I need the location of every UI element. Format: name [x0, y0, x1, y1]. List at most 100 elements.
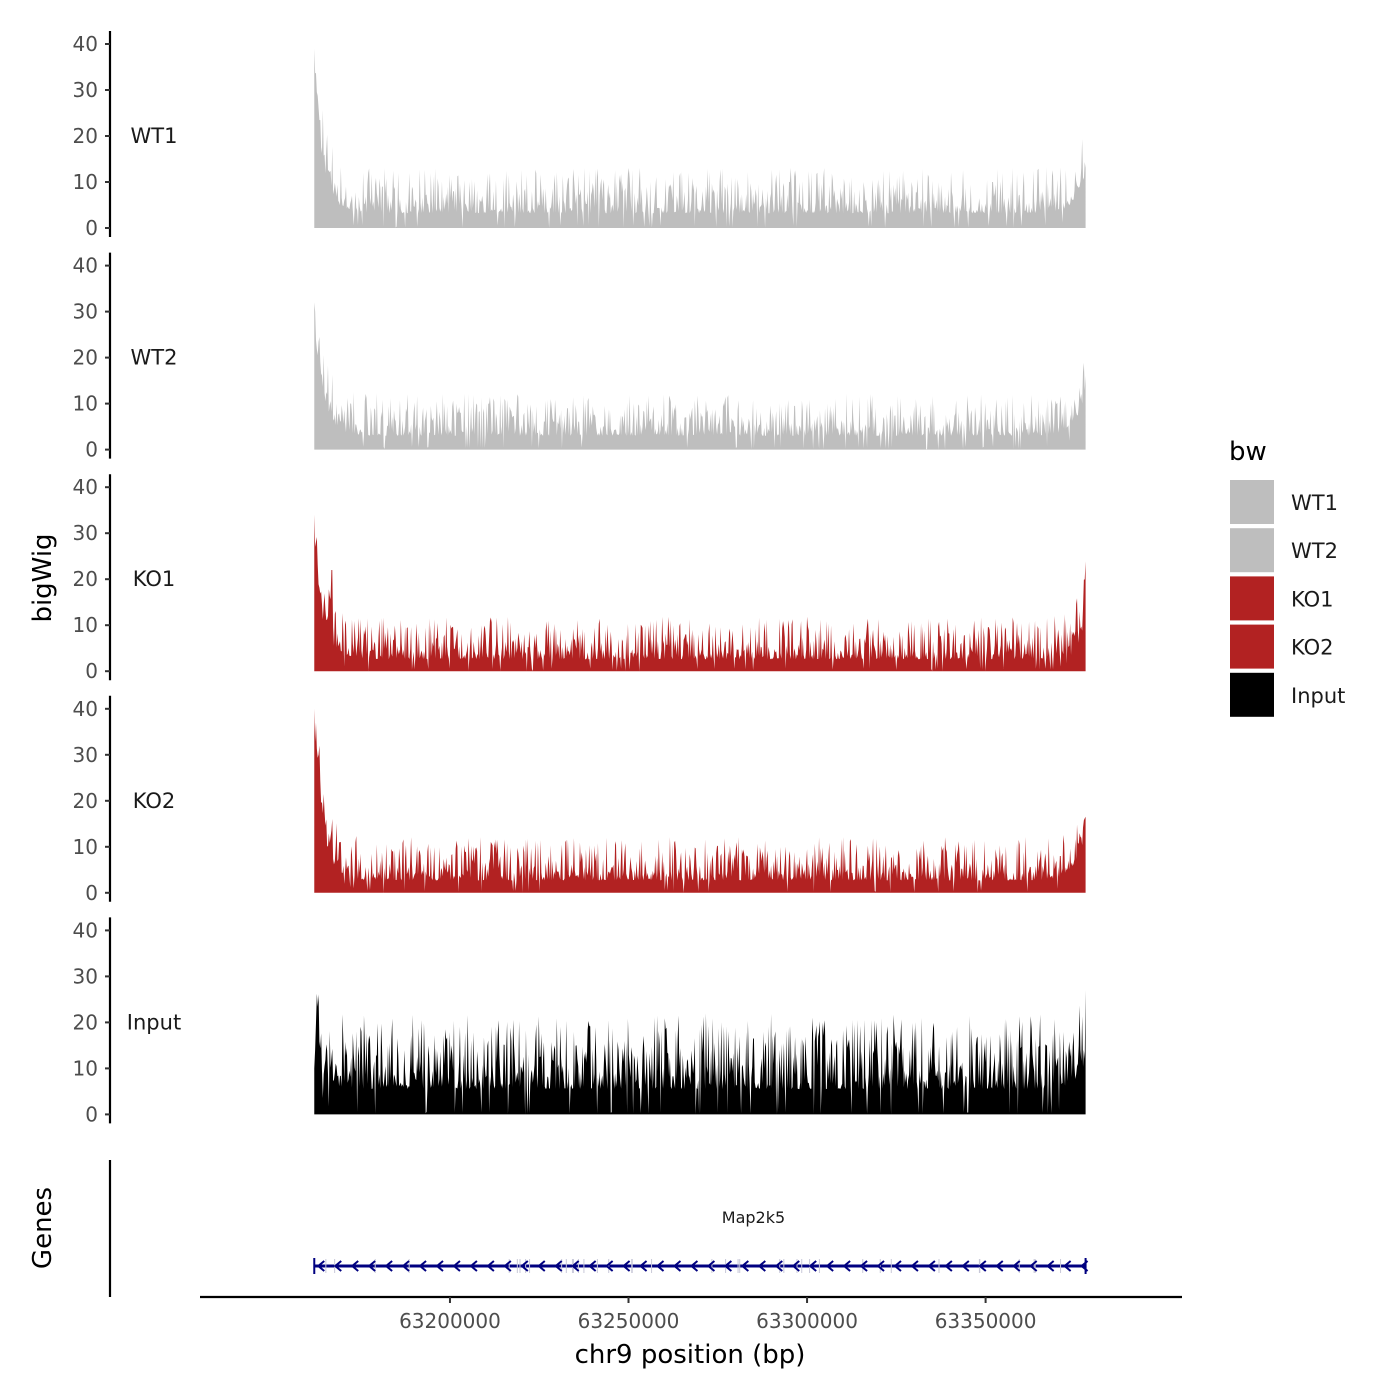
legend-swatch-wt2	[1230, 528, 1274, 573]
track-wt2: 0 10 20 30 40 WT2	[73, 252, 1086, 462]
y-tick-label-input-0: 0	[85, 1102, 98, 1126]
legend-swatch-ko1	[1230, 576, 1274, 621]
legend-label-ko1: KO1	[1291, 587, 1334, 611]
gene-strand-arrow	[1029, 1260, 1038, 1272]
gene-strand-arrow	[350, 1260, 359, 1272]
x-tick-label-63200000: 63200000	[399, 1309, 501, 1333]
x-axis-title: chr9 position (bp)	[575, 1340, 806, 1370]
gene-strand-arrow	[520, 1260, 529, 1272]
y-tick-label-ko1-40: 40	[73, 475, 98, 499]
y-axis-title-genes: Genes	[28, 1187, 58, 1269]
gene-strand-arrow	[791, 1260, 800, 1272]
gene-strand-arrow	[910, 1260, 919, 1272]
gene-strand-arrow	[537, 1260, 546, 1272]
gene-strand-arrow	[961, 1260, 970, 1272]
y-tick-label-wt2-20: 20	[73, 346, 98, 370]
gene-strand-arrow	[452, 1260, 461, 1272]
y-tick-label-ko1-30: 30	[73, 521, 98, 545]
gene-strand-arrow	[995, 1260, 1004, 1272]
gene-strand-arrow	[469, 1260, 478, 1272]
track-ko2: 0 10 20 30 40 KO2	[73, 695, 1086, 905]
track-label-ko1: KO1	[133, 567, 176, 591]
coverage-area-input	[314, 990, 1086, 1115]
y-tick-label-ko2-10: 10	[73, 835, 98, 859]
legend: bw WT1 WT2 KO1 KO2 Input	[1229, 437, 1345, 717]
x-tick-label-63300000: 63300000	[756, 1309, 858, 1333]
y-tick-label-ko1-20: 20	[73, 567, 98, 591]
y-tick-label-wt1-10: 10	[73, 170, 98, 194]
track-label-wt1: WT1	[131, 124, 178, 148]
gene-strand-arrow	[808, 1260, 817, 1272]
gene-strand-arrow	[655, 1260, 665, 1272]
gene-strand-arrow	[825, 1260, 834, 1272]
y-tick-label-input-10: 10	[73, 1056, 98, 1080]
legend-label-input: Input	[1291, 684, 1345, 708]
y-tick-label-wt2-30: 30	[73, 300, 98, 324]
gene-strand-arrow	[757, 1260, 766, 1272]
gene-strand-arrow	[333, 1260, 342, 1272]
gene-strand-arrow	[571, 1260, 580, 1272]
legend-swatch-wt1	[1230, 480, 1274, 524]
gene-strand-arrow	[435, 1260, 444, 1272]
gene-strand-arrow	[1080, 1260, 1089, 1272]
gene-strand-arrow	[622, 1260, 631, 1272]
track-label-wt2: WT2	[131, 346, 178, 370]
gene-strand-arrow	[401, 1260, 410, 1272]
track-label-ko2: KO2	[133, 789, 176, 813]
gene-strand-arrow	[503, 1260, 512, 1272]
legend-swatch-ko2	[1230, 624, 1274, 669]
coverage-area-wt2	[314, 302, 1086, 450]
track-label-input: Input	[127, 1010, 181, 1034]
gene-strand-arrow	[774, 1260, 783, 1272]
gene-strand-arrow	[638, 1260, 648, 1272]
y-tick-label-ko2-30: 30	[73, 743, 98, 767]
gene-map2k5: Map2k5	[313, 1208, 1089, 1274]
coverage-area-ko1	[314, 514, 1086, 672]
gene-strand-arrow	[316, 1260, 325, 1272]
y-tick-label-ko2-0: 0	[85, 881, 98, 905]
y-tick-label-wt1-20: 20	[73, 124, 98, 148]
gene-strand-arrow	[1046, 1260, 1055, 1272]
y-tick-label-input-40: 40	[73, 918, 98, 942]
y-tick-label-ko1-0: 0	[85, 659, 98, 683]
gene-strand-arrow	[554, 1260, 563, 1272]
coverage-tracks: 0 10 20 30 40 WT1 0 10 20 30 40 WT2 0 10 20 30 40 KO1 0 10 2…	[73, 31, 1086, 1126]
gene-strand-arrow	[944, 1260, 953, 1272]
gene-track: Map2k5	[108, 1160, 1089, 1297]
x-tick-label-63350000: 63350000	[935, 1309, 1037, 1333]
y-tick-label-ko1-10: 10	[73, 613, 98, 637]
gene-strand-arrow	[689, 1260, 699, 1272]
y-tick-label-wt1-30: 30	[73, 78, 98, 102]
y-tick-label-wt1-40: 40	[73, 32, 98, 56]
y-tick-label-wt2-0: 0	[85, 438, 98, 462]
x-tick-label-63250000: 63250000	[578, 1309, 680, 1333]
gene-strand-arrow	[384, 1260, 393, 1272]
coverage-area-ko2	[314, 708, 1086, 893]
gene-strand-arrow	[859, 1260, 868, 1272]
gene-strand-arrow	[893, 1260, 902, 1272]
gene-strand-arrow	[740, 1260, 749, 1272]
y-axis-title-bigwig: bigWig	[28, 533, 58, 622]
gene-strand-arrow	[1012, 1260, 1021, 1272]
gene-strand-arrow	[672, 1260, 682, 1272]
y-tick-label-wt2-10: 10	[73, 392, 98, 416]
gene-strand-arrow	[1063, 1260, 1072, 1272]
y-tick-label-wt1-0: 0	[85, 216, 98, 240]
gene-strand-arrow	[367, 1260, 376, 1272]
gene-strand-arrow	[978, 1260, 987, 1272]
legend-swatch-input	[1230, 672, 1274, 717]
gene-label: Map2k5	[722, 1208, 785, 1227]
gene-strand-arrow	[876, 1260, 885, 1272]
gene-strand-arrow	[927, 1260, 936, 1272]
track-wt1: 0 10 20 30 40 WT1	[73, 31, 1086, 240]
gene-strand-arrow	[842, 1260, 851, 1272]
y-tick-label-ko2-40: 40	[73, 697, 98, 721]
coverage-area-wt1	[314, 48, 1086, 228]
x-axis: 63200000 63250000 63300000 63350000	[200, 1295, 1182, 1333]
y-tick-label-input-30: 30	[73, 964, 98, 988]
legend-label-wt2: WT2	[1291, 539, 1338, 563]
track-input: 0 10 20 30 40 Input	[73, 917, 1086, 1126]
legend-title: bw	[1229, 437, 1267, 467]
y-tick-label-ko2-20: 20	[73, 789, 98, 813]
